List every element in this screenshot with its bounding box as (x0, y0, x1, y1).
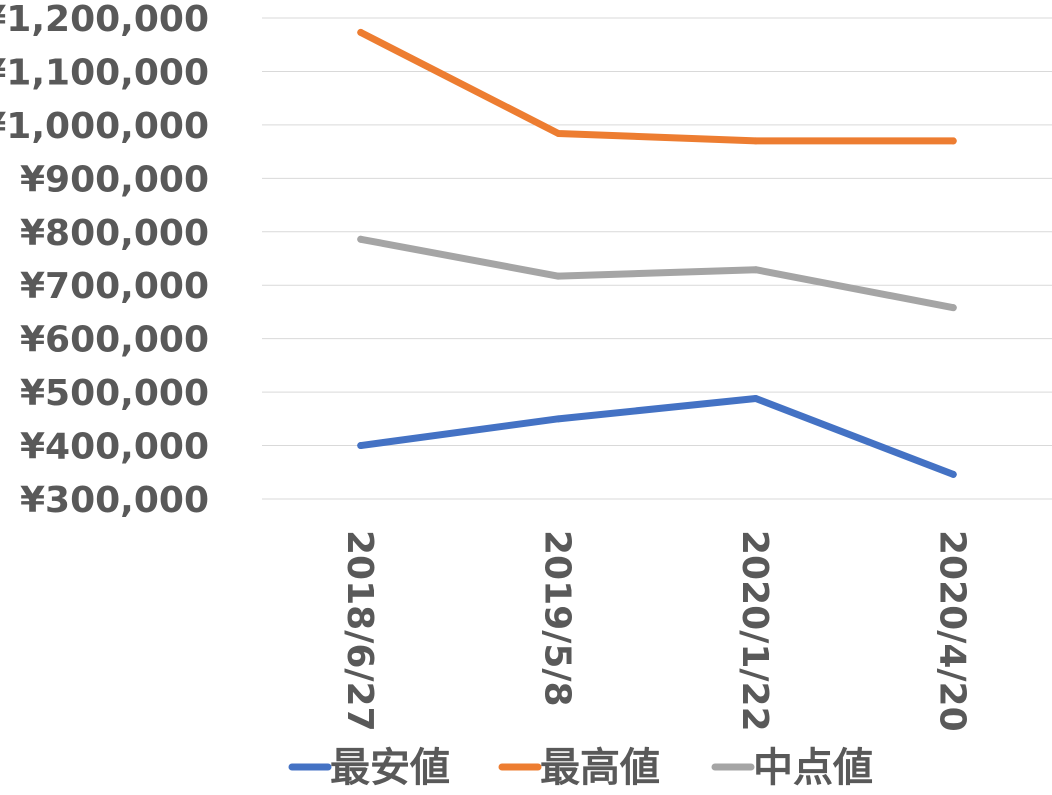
data-point (554, 272, 562, 280)
series-line (357, 28, 957, 145)
data-point (949, 304, 957, 312)
y-tick-label: ¥700,000 (20, 266, 209, 307)
data-point (949, 470, 957, 478)
x-tick-label: 2020/4/20 (931, 530, 972, 732)
y-tick-label: ¥1,200,000 (0, 0, 209, 40)
y-tick-label: ¥1,000,000 (0, 106, 209, 147)
x-tick-label: 2019/5/8 (536, 530, 577, 707)
y-tick-label: ¥300,000 (20, 480, 209, 521)
data-point (357, 442, 365, 450)
data-point (752, 266, 760, 274)
data-point (554, 129, 562, 137)
data-point (357, 235, 365, 243)
data-point (949, 137, 957, 145)
data-point (357, 28, 365, 36)
y-tick-label: ¥600,000 (20, 320, 209, 361)
series-line (357, 395, 957, 478)
y-tick-label: ¥900,000 (20, 159, 209, 200)
y-tick-label: ¥400,000 (20, 427, 209, 468)
data-point (752, 137, 760, 145)
legend: 最安値 最高値 中点値 (288, 745, 873, 791)
x-axis-tick-labels: 2018/6/27 2019/5/8 2020/1/22 2020/4/20 (339, 530, 973, 732)
x-tick-label: 2018/6/27 (339, 530, 380, 732)
legend-label: 中点値 (753, 745, 873, 791)
y-tick-label: ¥1,100,000 (0, 52, 209, 93)
legend-label: 最安値 (330, 745, 450, 791)
data-point (554, 415, 562, 423)
x-tick-label: 2020/1/22 (734, 530, 775, 732)
y-axis-tick-labels: ¥300,000 ¥400,000 ¥500,000 ¥600,000 ¥700,000… (0, 0, 209, 521)
legend-label: 最高値 (540, 745, 660, 791)
series-line (357, 235, 957, 312)
gridlines (262, 17, 1052, 500)
data-point (752, 395, 760, 403)
y-tick-label: ¥800,000 (20, 213, 209, 254)
series-lines (357, 28, 957, 478)
y-tick-label: ¥500,000 (20, 373, 209, 414)
